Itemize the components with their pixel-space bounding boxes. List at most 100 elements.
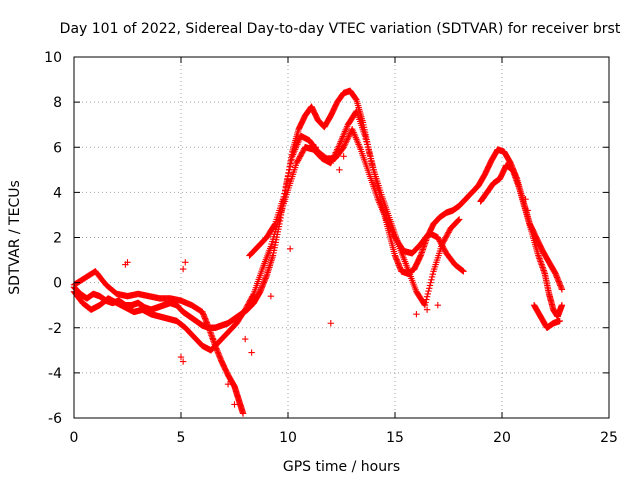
data-point-track-d (389, 229, 397, 237)
data-point-scatter-points (124, 259, 131, 266)
data-point-track-d (280, 193, 287, 201)
data-point-scatter-points (522, 195, 529, 203)
chart-title: Day 101 of 2022, Sidereal Day-to-day VTE… (60, 21, 621, 37)
data-point-scatter-points (177, 353, 185, 361)
data-point-track-d (345, 133, 352, 140)
data-point-track-b (368, 160, 376, 168)
data-point-scatter-points (524, 207, 531, 214)
data-point-track-b (368, 158, 375, 165)
data-point-scatter-points (312, 144, 320, 151)
data-point-scatter-points (434, 301, 441, 309)
data-point-scatter-points (423, 306, 431, 313)
data-point-track-b (366, 149, 373, 157)
data-point-scatter-points (182, 259, 189, 266)
data-point-track-b (363, 141, 371, 148)
data-point-track-b (364, 144, 372, 151)
data-point-track-e (558, 301, 566, 309)
data-point-track-d (271, 221, 278, 229)
data-point-track-d (346, 130, 354, 137)
data-point-track-d (341, 141, 349, 148)
data-point-track-b (362, 135, 369, 142)
data-point-scatter-points (336, 166, 343, 174)
data-point-scatter-points (286, 245, 294, 252)
data-point-track-b (361, 132, 369, 140)
data-point-track-d (346, 132, 353, 139)
data-point-track-b (429, 270, 437, 278)
data-point-track-d (285, 169, 292, 177)
data-point-track-d (284, 173, 292, 180)
data-point-track-d (281, 186, 289, 194)
data-point-track-d (344, 136, 351, 143)
data-point-track-d (388, 226, 395, 234)
data-point-track-d (390, 231, 397, 238)
data-point-track-d (286, 166, 293, 174)
data-point-track-b (423, 293, 431, 300)
data-point-track-d (459, 267, 466, 274)
data-points-layer (70, 87, 566, 417)
data-point-track-d (343, 138, 350, 145)
y-tick-label: -2 (48, 321, 62, 337)
x-tick-label: 20 (493, 430, 511, 446)
data-point-track-b (424, 290, 432, 298)
x-tick-label: 0 (70, 430, 79, 446)
data-point-track-d (385, 220, 392, 228)
data-point-track-d (340, 144, 347, 151)
data-point-track-b (426, 285, 433, 292)
data-point-track-a (558, 286, 566, 293)
y-tick-label: 4 (53, 185, 62, 201)
data-point-scatter-points (231, 401, 238, 408)
data-point-track-b (335, 143, 342, 150)
data-point-track-d (388, 228, 396, 235)
tick-layer: 0 5 10 15 20 25 -6 -4 -2 0 2 4 6 8 10 (44, 50, 618, 446)
data-point-track-d (281, 190, 288, 197)
data-point-track-d (460, 268, 467, 275)
data-point-track-d (286, 163, 294, 170)
data-point-scatter-points (179, 265, 187, 273)
data-point-track-b (425, 287, 432, 295)
x-tick-label: 10 (279, 430, 297, 446)
data-point-track-d (282, 183, 290, 190)
data-point-track-b (456, 216, 463, 223)
data-point-scatter-points (179, 358, 187, 365)
x-axis-label: GPS time / hours (283, 459, 400, 475)
data-point-track-d (283, 180, 290, 187)
data-point-track-d (384, 219, 392, 226)
y-tick-label: -4 (48, 366, 62, 382)
y-tick-label: 10 (44, 50, 62, 66)
data-point-track-b (422, 299, 429, 306)
data-point-track-c (239, 410, 247, 417)
data-point-scatter-points (242, 335, 249, 343)
y-tick-label: 6 (53, 140, 62, 156)
data-point-track-b (454, 217, 461, 225)
x-tick-label: 15 (386, 430, 404, 446)
data-point-track-b (421, 301, 429, 309)
data-point-track-b (366, 152, 374, 159)
data-point-track-b (365, 146, 372, 154)
grid-layer (74, 57, 609, 418)
data-point-track-d (341, 142, 348, 149)
y-tick-label: 8 (53, 95, 62, 111)
data-point-track-d (383, 216, 390, 223)
y-tick-label: -6 (48, 411, 62, 427)
data-point-track-d (344, 135, 352, 142)
y-tick-label: 0 (53, 276, 62, 292)
data-point-track-d (287, 159, 295, 167)
data-point-track-b (427, 279, 434, 286)
data-point-track-b (369, 163, 377, 171)
data-point-track-b (428, 273, 436, 281)
data-point-scatter-points (413, 311, 420, 318)
data-point-scatter-points (327, 320, 334, 327)
data-point-scatter-points (209, 335, 217, 343)
data-point-track-b (367, 155, 374, 162)
x-tick-label: 5 (177, 430, 186, 446)
x-tick-label: 25 (600, 430, 618, 446)
data-point-track-f (556, 317, 563, 325)
data-point-track-d (387, 225, 394, 232)
data-point-track-b (455, 217, 462, 224)
data-point-track-d (383, 217, 391, 225)
data-point-scatter-points (248, 349, 255, 356)
data-point-track-b (363, 138, 370, 145)
y-tick-label: 2 (53, 231, 62, 247)
